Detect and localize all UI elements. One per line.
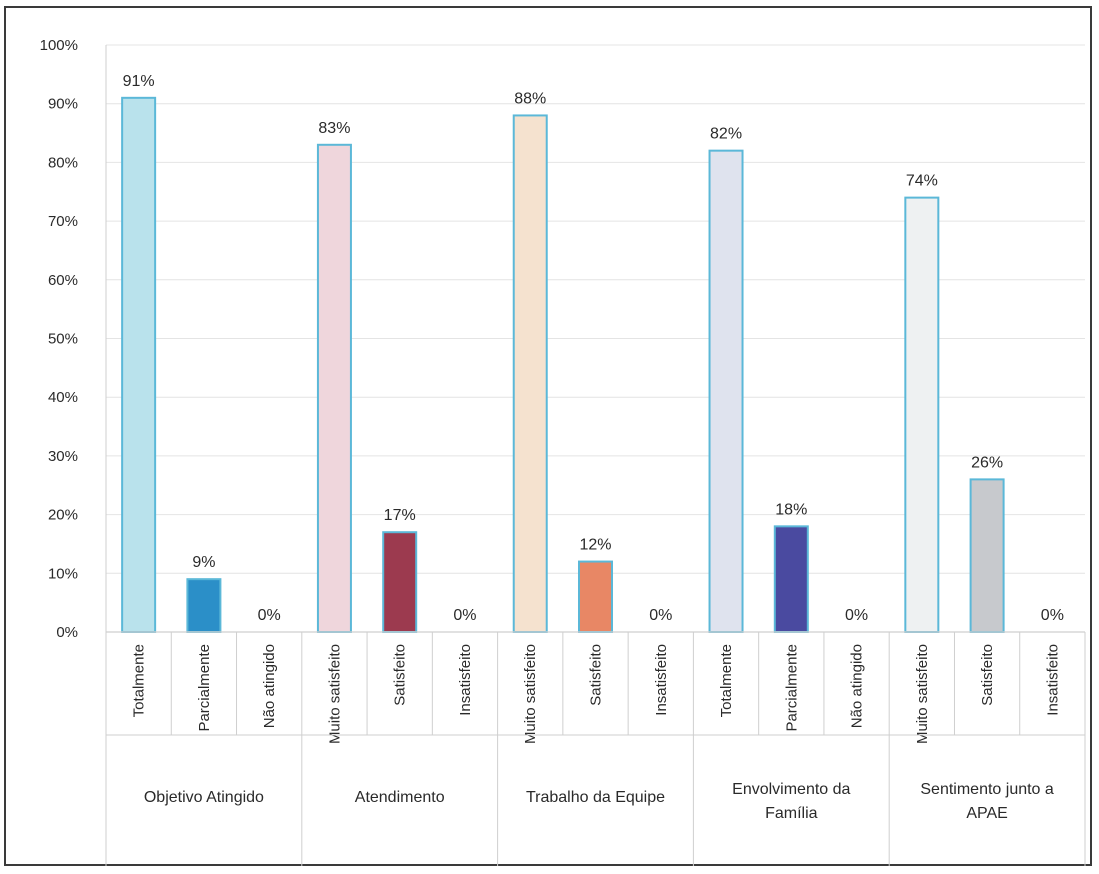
data-label: 74% [906,173,938,190]
y-axis-ticks: 0% 10% 20% 30% 40% 50% 60% 70% 80% 90% 100% [40,37,78,641]
data-label: 0% [453,607,476,624]
category-label: Insatisfeito [1044,644,1061,716]
y-tick-label: 40% [48,389,78,406]
bar [316,143,352,633]
y-tick-label: 20% [48,507,78,524]
category-label: Parcialmente [196,644,213,732]
y-tick-label: 50% [48,331,78,348]
data-label: 9% [192,554,215,571]
data-label: 0% [1041,607,1064,624]
bar [512,114,548,633]
data-label: 0% [258,607,281,624]
y-tick-label: 100% [40,37,78,54]
category-label: Parcialmente [783,644,800,732]
category-label: Não atingido [849,644,866,728]
data-label: 91% [123,73,155,90]
category-label: Satisfeito [979,644,996,706]
bar [773,525,809,634]
data-label: 0% [845,607,868,624]
bar [382,531,418,634]
y-tick-label: 80% [48,154,78,171]
data-label: 26% [971,454,1003,471]
data-label: 82% [710,126,742,143]
data-label: 0% [649,607,672,624]
group-label: Família [765,805,818,822]
y-tick-label: 0% [56,624,78,641]
data-label: 88% [514,90,546,107]
category-label: Satisfeito [392,644,409,706]
bars [121,96,1005,634]
category-label: Insatisfeito [653,644,670,716]
y-tick-label: 60% [48,272,78,289]
category-label: Totalmente [718,644,735,717]
group-label: Trabalho da Equipe [526,789,665,806]
y-tick-label: 30% [48,448,78,465]
category-label: Não atingido [261,644,278,728]
bar [186,578,222,633]
x-axis: Totalmente Parcialmente Não atingido Objeti… [105,45,1086,866]
category-label: Insatisfeito [457,644,474,716]
category-label: Satisfeito [588,644,605,706]
bar [121,96,157,633]
data-label: 83% [318,120,350,137]
data-labels: 91% 9% 0% 83% 17% 0% 88% 12% 0% 82% 18% 0% 74% 26% 0% [123,73,1064,624]
category-label: Muito satisfeito [326,644,343,744]
bar [969,478,1005,633]
group-label: Objetivo Atingido [144,789,264,806]
bar [904,196,940,633]
group-label: Atendimento [355,789,445,806]
group-label: Envolvimento da [732,781,850,798]
category-label: Muito satisfeito [914,644,931,744]
data-label: 12% [579,537,611,554]
group-label: APAE [966,805,1008,822]
y-tick-label: 70% [48,213,78,230]
bar [578,560,613,633]
data-label: 17% [384,507,416,524]
y-tick-label: 10% [48,565,78,582]
bar [708,149,744,633]
category-label: Totalmente [131,644,148,717]
group-label: Sentimento junto a [920,781,1054,798]
y-tick-label: 90% [48,96,78,113]
category-label: Muito satisfeito [522,644,539,744]
data-label: 18% [775,501,807,518]
